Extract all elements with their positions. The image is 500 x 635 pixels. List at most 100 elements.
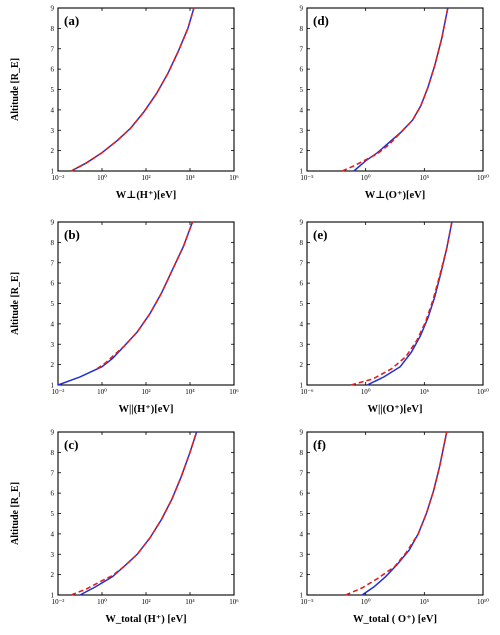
x-tick-label: 10⁰ [97,174,107,182]
series-line-dashed [351,222,452,385]
y-tick-label: 1 [51,382,55,390]
y-tick-label: 8 [300,239,304,247]
y-tick-label: 1 [300,168,304,176]
y-tick-label: 8 [300,25,304,33]
x-tick-label: 10⁵ [420,174,430,182]
panel-a: 1 2 3 4 5 6 7 8 9 10⁻² 10⁰ 10² 10⁴ 10⁶ (a) W⊥(H⁺)[eV] Al… [10,5,239,202]
x-tick-label: 10⁶ [229,174,239,182]
x-tick-label: 10² [141,174,150,182]
y-axis-label: Altitude [R_E] [10,272,21,335]
y-tick-label: 2 [300,361,304,369]
x-tick-label: 10⁻² [52,388,65,396]
x-tick-label: 10⁰ [97,598,107,606]
x-tick-label: 10⁻⁶ [300,388,314,396]
x-tick-label: 10¹⁰ [477,174,489,182]
y-tick-label: 6 [51,490,55,498]
y-tick-label: 9 [51,5,55,13]
x-tick-label: 10⁻² [52,174,65,182]
x-tick-label: 10⁻⁵ [300,174,314,182]
y-tick-label: 7 [51,259,55,267]
y-tick-label: 3 [51,127,55,135]
y-tick-label: 3 [300,341,304,349]
y-tick-label: 3 [300,127,304,135]
y-tick-label: 1 [300,592,304,600]
series-line-dashed [97,222,192,369]
x-axis-label: W||(H⁺)[eV] [118,404,173,415]
x-tick-label: 10⁵ [420,598,430,606]
x-tick-label: 10⁶ [229,598,239,606]
y-tick-label: 7 [51,45,55,53]
x-tick-label: 10¹⁰ [477,598,489,606]
panel-c: 1 2 3 4 5 6 7 8 9 10⁻² 10⁰ 10² 10⁴ 10⁶ (c) W_total (H⁺)… [10,429,239,626]
series-line-solid [58,222,193,385]
x-tick-label: 10⁴ [185,174,195,182]
x-tick-label: 10⁻⁵ [300,598,314,606]
y-tick-label: 5 [51,86,55,94]
y-tick-label: 4 [51,530,55,538]
panel-label: (e) [313,227,327,242]
x-tick-label: 10⁰ [361,598,371,606]
x-axis-label: W_total (H⁺) [eV] [105,614,186,625]
y-tick-label: 4 [300,320,304,328]
panel-d: 1 2 3 4 5 6 7 8 9 10⁻⁵ 10⁰ 10⁵ 10¹⁰ (d) W⊥(O⁺)[eV] [300,5,490,202]
x-axis-label: W⊥(O⁺)[eV] [365,190,426,201]
y-tick-label: 8 [51,25,55,33]
y-tick-label: 3 [51,551,55,559]
x-tick-label: 10⁴ [185,598,195,606]
y-tick-label: 4 [300,106,304,114]
x-tick-label: 10⁰ [97,388,107,396]
y-tick-label: 5 [51,300,55,308]
panel-e: 1 2 3 4 5 6 7 8 9 10⁻⁶ 10⁰ 10⁶ 10¹⁰ (e) W||(O⁺)[eV] [300,219,490,416]
y-axis-label: Altitude [R_E] [10,58,21,121]
x-tick-label: 10⁻² [52,598,65,606]
series-line-solid [71,8,194,171]
plot-frame [306,221,484,386]
x-axis-label: W||(O⁺)[eV] [367,404,422,415]
y-tick-label: 7 [300,469,304,477]
y-tick-label: 9 [300,429,304,437]
y-tick-label: 3 [51,341,55,349]
y-tick-label: 1 [51,168,55,176]
y-tick-label: 2 [51,361,55,369]
plot-frame [306,431,484,596]
x-tick-label: 10⁰ [361,388,371,396]
y-tick-label: 4 [51,320,55,328]
x-tick-label: 10⁴ [185,388,195,396]
panel-f: 1 2 3 4 5 6 7 8 9 10⁻⁵ 10⁰ 10⁵ 10¹⁰ (f) W_total ( O⁺) … [300,429,490,626]
x-axis-label: W_total ( O⁺) [eV] [353,614,437,625]
y-tick-label: 8 [51,449,55,457]
x-tick-label: 10² [141,388,150,396]
y-tick-label: 7 [300,45,304,53]
y-tick-label: 5 [300,86,304,94]
x-tick-label: 10⁶ [229,388,239,396]
plot-frame [57,431,235,596]
plot-frame [57,7,235,172]
y-tick-label: 8 [300,449,304,457]
y-tick-label: 5 [300,300,304,308]
y-tick-label: 8 [51,239,55,247]
y-tick-label: 3 [300,551,304,559]
x-tick-label: 10⁶ [420,388,430,396]
y-tick-label: 1 [300,382,304,390]
x-axis-label: W⊥(H⁺)[eV] [116,190,177,201]
y-tick-label: 6 [51,66,55,74]
y-tick-label: 6 [51,280,55,288]
y-tick-label: 7 [51,469,55,477]
panel-label: (c) [64,437,78,452]
y-tick-label: 2 [300,147,304,155]
y-tick-label: 2 [300,571,304,579]
y-tick-label: 9 [300,219,304,227]
y-tick-label: 7 [300,259,304,267]
y-tick-label: 2 [51,571,55,579]
y-tick-label: 4 [51,106,55,114]
x-tick-label: 10² [141,598,150,606]
panel-label: (f) [313,437,326,452]
series-line-dashed [71,432,196,595]
series-line-solid [367,222,452,385]
y-tick-label: 6 [300,66,304,74]
y-tick-label: 9 [51,429,55,437]
y-tick-label: 6 [300,280,304,288]
y-tick-label: 6 [300,490,304,498]
x-tick-label: 10⁰ [361,174,371,182]
